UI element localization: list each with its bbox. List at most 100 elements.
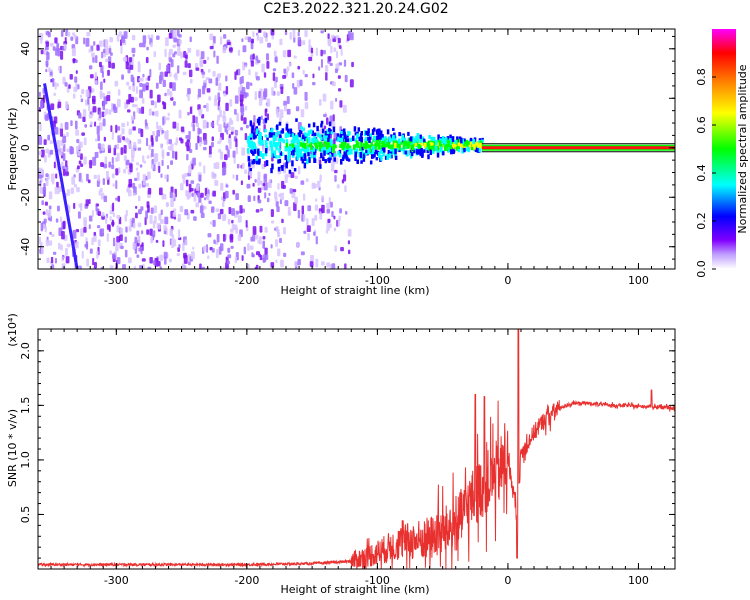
spectrogram-cell bbox=[264, 108, 267, 117]
spectrogram-cell bbox=[211, 248, 215, 253]
spectrogram-cell bbox=[85, 89, 90, 98]
spectrogram-cell bbox=[307, 123, 311, 128]
spectrogram-cell bbox=[268, 146, 272, 152]
spectrogram-cell bbox=[287, 206, 291, 213]
spectrogram-cell bbox=[219, 36, 223, 45]
spectrogram-cell bbox=[330, 152, 334, 157]
spectrogram-cell bbox=[170, 160, 174, 165]
spectrogram-cell bbox=[150, 236, 153, 244]
spectrogram-cell bbox=[216, 55, 219, 64]
spectrogram-cell bbox=[346, 138, 350, 142]
spectrogram-cell bbox=[431, 142, 434, 146]
spectrogram-cell bbox=[287, 49, 292, 58]
spectrogram-cell bbox=[93, 234, 97, 242]
spectrogram-cell bbox=[278, 141, 281, 147]
spectrogram-cell bbox=[189, 187, 194, 192]
spectrogram-cell bbox=[335, 51, 339, 59]
spectrogram-cell bbox=[332, 114, 335, 122]
spectrogram-cell bbox=[358, 136, 362, 142]
spectrogram-cell bbox=[96, 44, 100, 51]
snr-panel: -300 -200 -100 0 100 0.5 1.0 1.5 2.0 Height of s… bbox=[6, 313, 676, 596]
spectrogram-cell bbox=[185, 179, 189, 187]
spectrogram-cell bbox=[135, 167, 139, 171]
spectrogram-cell bbox=[199, 136, 202, 143]
spectrogram-cell bbox=[392, 135, 395, 140]
spectrogram-cell bbox=[281, 180, 285, 189]
spectrogram-cell bbox=[346, 156, 349, 162]
spectrogram-cell bbox=[62, 153, 66, 162]
spectrogram-cell bbox=[337, 37, 341, 44]
spectrogram-cell bbox=[310, 148, 314, 152]
spectrogram-cell bbox=[366, 132, 370, 137]
spectrogram-cell bbox=[45, 41, 50, 47]
spectrogram-cell bbox=[121, 36, 125, 44]
spectrogram-cell bbox=[178, 244, 181, 249]
spectrogram-cell bbox=[149, 214, 153, 224]
spectrogram-cell bbox=[325, 64, 329, 72]
spectrogram-cell bbox=[380, 147, 383, 154]
spectrogram-cell bbox=[141, 106, 145, 114]
spectrogram-cell bbox=[392, 146, 396, 152]
spectrogram-cell bbox=[162, 116, 165, 126]
spectrogram-cell bbox=[266, 98, 271, 107]
spectrogram-cell bbox=[334, 245, 337, 252]
spectrogram-cell bbox=[326, 202, 331, 209]
spectrogram-cell bbox=[432, 148, 435, 154]
spectrogram-cell bbox=[108, 161, 111, 168]
spectrogram-cell bbox=[74, 120, 78, 130]
spectrogram-cell bbox=[187, 47, 192, 53]
spectrogram-cell bbox=[473, 143, 476, 150]
spectrogram-cell bbox=[379, 131, 383, 137]
spectrogram-cell bbox=[275, 143, 278, 149]
spectrogram-cell bbox=[278, 147, 281, 153]
spectrogram-cell bbox=[45, 239, 49, 247]
spectrogram-cell bbox=[307, 205, 312, 212]
spectrogram-cell bbox=[193, 192, 197, 202]
spectrogram-cell bbox=[420, 148, 423, 154]
spectrogram-cell bbox=[124, 249, 128, 258]
spectrogram-cell bbox=[213, 50, 216, 58]
spectrogram-cell bbox=[200, 212, 205, 219]
spectrogram-cell bbox=[106, 233, 109, 242]
spectrogram-cell bbox=[352, 144, 356, 150]
spectrogram-cell bbox=[474, 147, 478, 153]
spectrogram-cell bbox=[92, 106, 97, 113]
spectrogram-cell bbox=[178, 109, 182, 119]
spectrogram-cell bbox=[463, 147, 466, 153]
spectrogram-cell bbox=[460, 137, 463, 144]
spectrogram-cell bbox=[157, 94, 161, 103]
spectrogram-cell bbox=[409, 140, 413, 144]
spectrogram-cell bbox=[296, 79, 300, 88]
colorbar-title: Normalized spectral amplitude bbox=[736, 64, 749, 233]
spectrogram-cell bbox=[272, 68, 277, 72]
spectrogram-cell bbox=[190, 209, 195, 214]
snr-x-tick-label: -200 bbox=[234, 574, 259, 587]
spectrogram-cell bbox=[375, 157, 379, 161]
spectrogram-cell bbox=[197, 88, 202, 98]
spectrogram-cell bbox=[327, 33, 330, 39]
spectrogram-cell bbox=[56, 140, 61, 148]
spectrogram-cell bbox=[38, 135, 43, 145]
spectrogram-cell bbox=[276, 91, 280, 96]
spectrogram-cell bbox=[123, 168, 127, 174]
spectrogram-cell bbox=[148, 108, 152, 116]
spectrogram-cell bbox=[88, 65, 93, 70]
spectrogram-cell bbox=[357, 127, 361, 132]
spectrogram-cell bbox=[380, 154, 383, 161]
spectrogram-cell bbox=[436, 145, 440, 151]
spectrogram-cell bbox=[125, 137, 129, 143]
spectrogram-cell bbox=[67, 31, 71, 37]
spectrogram-cell bbox=[333, 138, 336, 146]
spectrogram-cell bbox=[401, 136, 404, 141]
spectrogram-cell bbox=[170, 198, 174, 207]
spectrogram-cell bbox=[237, 234, 242, 242]
spectrogram-cell bbox=[307, 130, 311, 136]
spectrogram-cell bbox=[355, 134, 359, 139]
spectrogram-cell bbox=[123, 144, 127, 154]
spectrogram-cell bbox=[156, 35, 160, 40]
spectrogram-cell bbox=[97, 174, 100, 182]
spectrogram-cell bbox=[312, 122, 316, 128]
spectrogram-cell bbox=[457, 138, 461, 143]
spectrogram-cell bbox=[257, 119, 261, 126]
spectrogram-cell bbox=[166, 117, 170, 121]
